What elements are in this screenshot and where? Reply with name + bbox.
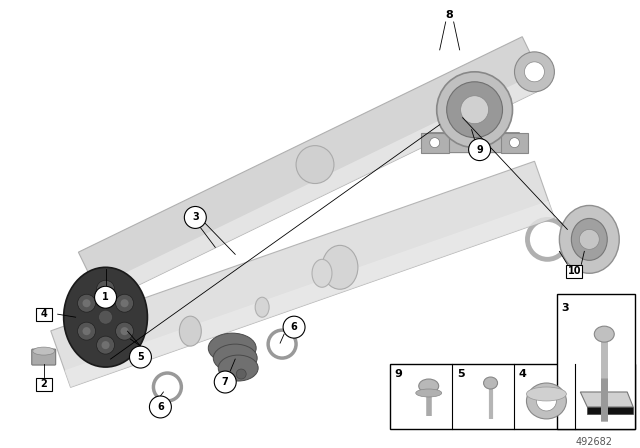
Text: 1: 1: [102, 292, 109, 302]
Polygon shape: [429, 133, 520, 153]
Ellipse shape: [559, 206, 620, 273]
Ellipse shape: [255, 297, 269, 317]
Circle shape: [149, 396, 172, 418]
Text: 3: 3: [561, 303, 569, 313]
Ellipse shape: [484, 377, 497, 389]
Circle shape: [116, 294, 134, 312]
FancyBboxPatch shape: [390, 364, 635, 429]
Polygon shape: [95, 72, 547, 302]
Ellipse shape: [213, 344, 257, 372]
Ellipse shape: [419, 379, 438, 393]
Circle shape: [102, 341, 109, 349]
FancyBboxPatch shape: [557, 294, 635, 429]
Circle shape: [83, 327, 91, 335]
Circle shape: [102, 285, 109, 293]
Polygon shape: [65, 201, 554, 388]
Ellipse shape: [527, 383, 566, 419]
Circle shape: [579, 229, 599, 250]
Circle shape: [77, 294, 95, 312]
FancyBboxPatch shape: [566, 265, 582, 278]
Circle shape: [97, 280, 115, 298]
Text: 8: 8: [446, 10, 454, 20]
Text: 10: 10: [568, 266, 581, 276]
Circle shape: [97, 336, 115, 354]
FancyBboxPatch shape: [420, 133, 449, 153]
Polygon shape: [51, 161, 554, 388]
Text: 7: 7: [222, 377, 228, 387]
Circle shape: [116, 322, 134, 340]
Circle shape: [129, 346, 152, 368]
Circle shape: [236, 369, 246, 379]
Ellipse shape: [33, 347, 54, 355]
Circle shape: [436, 72, 513, 148]
Ellipse shape: [595, 326, 614, 342]
Circle shape: [120, 299, 129, 307]
FancyBboxPatch shape: [36, 378, 52, 391]
Ellipse shape: [322, 246, 358, 289]
Ellipse shape: [527, 387, 566, 401]
Circle shape: [536, 391, 556, 411]
Ellipse shape: [179, 316, 202, 346]
Polygon shape: [588, 407, 633, 414]
Ellipse shape: [416, 389, 442, 397]
Circle shape: [184, 207, 206, 228]
Text: 5: 5: [457, 369, 465, 379]
Ellipse shape: [572, 219, 607, 260]
Circle shape: [95, 286, 116, 308]
Text: 6: 6: [157, 402, 164, 412]
Polygon shape: [78, 37, 547, 302]
Ellipse shape: [208, 333, 256, 363]
Text: 6: 6: [291, 322, 298, 332]
Ellipse shape: [312, 259, 332, 287]
FancyBboxPatch shape: [500, 133, 529, 153]
Text: 9: 9: [476, 145, 483, 155]
Circle shape: [447, 82, 502, 138]
Text: 4: 4: [40, 309, 47, 319]
Ellipse shape: [218, 355, 258, 381]
Circle shape: [429, 138, 440, 148]
Circle shape: [461, 96, 488, 124]
Ellipse shape: [296, 146, 334, 184]
Circle shape: [77, 322, 95, 340]
Circle shape: [120, 327, 129, 335]
Circle shape: [99, 310, 113, 324]
Circle shape: [524, 62, 545, 82]
Circle shape: [515, 52, 554, 92]
Circle shape: [468, 138, 491, 160]
Text: 9: 9: [395, 369, 403, 379]
Text: 492682: 492682: [576, 437, 612, 447]
FancyBboxPatch shape: [32, 349, 56, 365]
Text: 2: 2: [40, 379, 47, 389]
Text: 3: 3: [192, 212, 198, 223]
Circle shape: [83, 299, 91, 307]
Circle shape: [509, 138, 520, 148]
Circle shape: [283, 316, 305, 338]
Text: 5: 5: [137, 352, 144, 362]
Polygon shape: [580, 392, 633, 407]
FancyBboxPatch shape: [36, 308, 52, 321]
Text: 4: 4: [518, 369, 527, 379]
Ellipse shape: [63, 267, 147, 367]
Circle shape: [214, 371, 236, 393]
